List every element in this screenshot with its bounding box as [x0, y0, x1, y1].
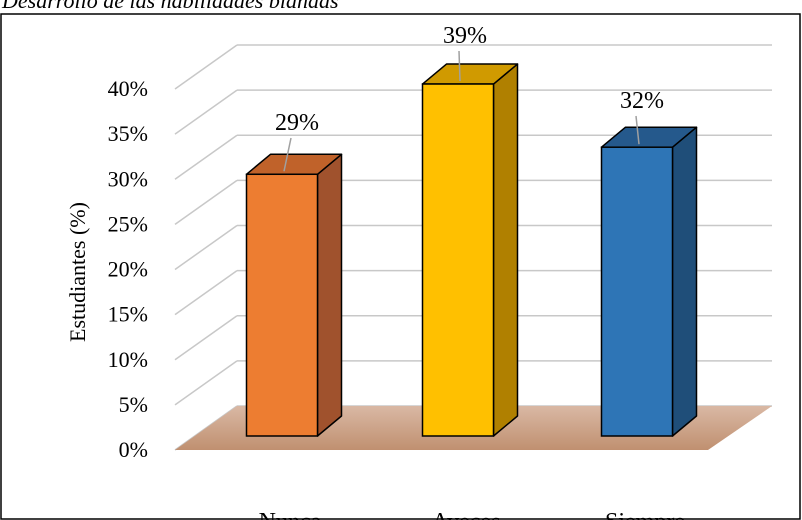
gridline-side — [174, 134, 238, 180]
y-axis-ticks: 0% 5% 10% 15% 20% 25% 30% 35% 40% — [108, 76, 148, 462]
chart-title: Desarrollo de las habilidades blandas — [1, 0, 339, 13]
gridline-side — [174, 224, 238, 271]
gridline-side — [174, 44, 238, 90]
y-tick-label: 20% — [108, 257, 148, 282]
y-tick-label: 25% — [108, 211, 148, 236]
bars — [245, 63, 698, 437]
x-tick-label: Siempre — [605, 509, 685, 520]
bar-front-face — [421, 83, 495, 437]
y-tick-label: 35% — [108, 121, 148, 146]
data-label-leader — [458, 50, 461, 82]
data-label: 39% — [443, 23, 487, 49]
data-label-leader — [635, 115, 640, 145]
gridline-side — [174, 360, 238, 406]
bar-front-face — [245, 173, 319, 437]
gridline-side — [174, 179, 238, 225]
data-label-leader — [283, 137, 292, 172]
y-tick-label: 30% — [108, 166, 148, 191]
data-label: 29% — [275, 110, 319, 136]
bar-nunca — [245, 153, 343, 437]
gridline-side — [174, 315, 238, 361]
bar-siempre — [600, 126, 698, 437]
x-axis-ticks: Nunca Aveces Siempre — [259, 509, 685, 520]
y-tick-label: 10% — [108, 347, 148, 372]
y-tick-label: 5% — [119, 392, 148, 417]
bar-side-face — [316, 153, 343, 437]
x-tick-label: Aveces — [432, 509, 501, 520]
y-tick-label: 15% — [108, 302, 148, 327]
data-labels: 29% 39% 32% — [275, 23, 664, 172]
bar-side-face — [671, 126, 698, 437]
bar-aveces — [421, 63, 519, 437]
y-axis-label: Estudiantes (%) — [65, 202, 90, 342]
y-tick-label: 40% — [108, 76, 148, 101]
y-tick-label: 0% — [119, 437, 148, 462]
x-tick-label: Nunca — [259, 509, 322, 520]
bar-front-face — [600, 146, 674, 437]
gridline-side — [174, 270, 238, 316]
data-label: 32% — [620, 88, 664, 114]
gridline-side — [174, 89, 238, 135]
bar-side-face — [492, 63, 519, 437]
